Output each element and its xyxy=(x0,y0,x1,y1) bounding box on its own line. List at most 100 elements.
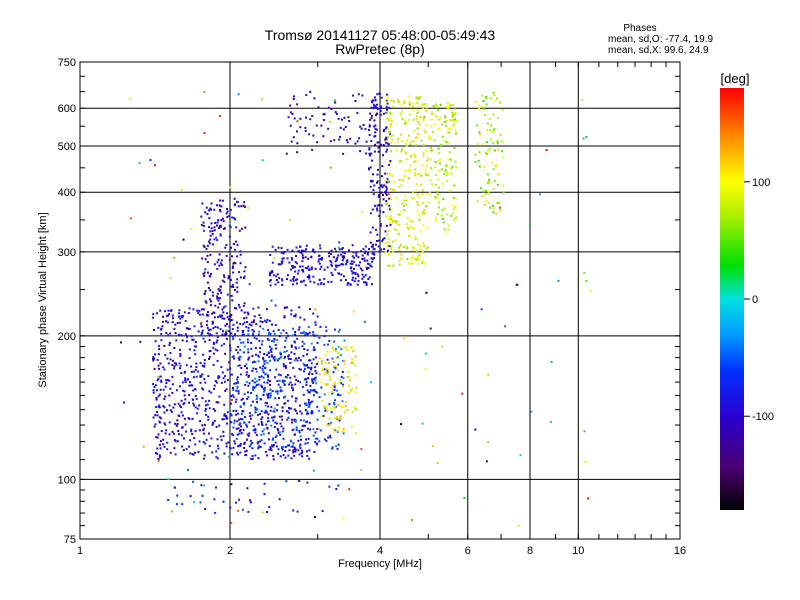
data-point xyxy=(181,445,184,448)
data-point xyxy=(161,325,164,328)
data-point xyxy=(295,419,297,422)
data-point xyxy=(309,359,312,362)
data-point xyxy=(435,216,438,219)
data-point xyxy=(267,394,269,397)
data-point xyxy=(230,319,233,321)
data-point xyxy=(581,98,584,101)
data-point xyxy=(428,137,431,140)
data-point xyxy=(158,404,161,407)
data-point xyxy=(269,279,272,281)
data-point xyxy=(162,438,165,441)
data-point xyxy=(317,409,320,412)
data-point xyxy=(223,413,226,416)
data-point xyxy=(340,279,343,282)
data-point xyxy=(213,208,216,211)
data-point xyxy=(210,222,213,225)
data-point xyxy=(211,322,214,325)
data-point xyxy=(492,113,495,116)
data-point xyxy=(236,385,239,388)
data-point xyxy=(338,248,341,251)
data-point xyxy=(152,391,155,394)
data-point xyxy=(196,407,199,410)
data-point xyxy=(257,457,260,460)
data-point xyxy=(160,440,162,443)
data-point xyxy=(382,194,384,196)
data-point xyxy=(411,245,413,248)
data-point xyxy=(319,247,322,250)
data-point xyxy=(347,116,350,119)
data-point xyxy=(248,283,251,286)
data-point xyxy=(293,454,296,457)
data-point xyxy=(402,179,405,182)
data-point xyxy=(378,250,381,253)
data-point xyxy=(410,140,413,143)
data-point xyxy=(404,194,407,197)
data-point xyxy=(280,262,283,265)
data-point xyxy=(218,204,221,207)
data-point xyxy=(404,174,407,177)
data-point xyxy=(340,348,343,351)
data-point xyxy=(301,449,304,452)
data-point xyxy=(329,260,332,262)
data-point xyxy=(218,424,221,427)
data-point xyxy=(269,369,272,372)
data-point xyxy=(417,133,420,136)
data-point xyxy=(437,178,440,181)
data-point xyxy=(293,433,296,436)
data-point xyxy=(346,376,349,378)
data-point xyxy=(179,353,182,355)
data-point xyxy=(291,265,294,267)
data-point xyxy=(485,460,488,463)
data-point xyxy=(394,228,397,231)
data-point xyxy=(307,406,310,408)
data-point xyxy=(230,414,233,417)
data-point xyxy=(270,405,273,408)
data-point xyxy=(278,498,281,501)
data-point xyxy=(304,333,307,336)
data-point xyxy=(282,427,285,430)
data-point xyxy=(216,438,219,441)
data-point xyxy=(446,180,449,183)
data-point xyxy=(296,103,299,106)
data-point xyxy=(232,271,235,274)
data-point xyxy=(360,250,362,253)
data-point xyxy=(263,390,265,393)
data-point xyxy=(351,255,354,258)
data-point xyxy=(350,346,353,348)
data-point xyxy=(398,179,401,181)
data-point xyxy=(383,248,386,251)
data-point xyxy=(233,419,236,422)
data-point xyxy=(338,328,341,331)
data-point xyxy=(216,336,219,339)
data-point xyxy=(337,117,340,120)
data-point xyxy=(204,290,207,293)
data-point xyxy=(340,382,343,385)
data-point xyxy=(215,381,218,384)
data-point xyxy=(251,369,254,372)
data-point xyxy=(190,384,193,387)
data-point xyxy=(354,272,357,275)
data-point xyxy=(411,519,413,522)
data-point xyxy=(414,156,417,159)
data-point xyxy=(280,356,283,359)
data-point xyxy=(589,290,592,293)
data-point xyxy=(354,277,357,280)
data-point xyxy=(158,454,161,457)
data-point xyxy=(179,317,182,320)
data-point xyxy=(327,392,330,395)
data-point xyxy=(311,400,314,403)
data-point xyxy=(306,389,309,392)
data-point xyxy=(390,141,393,144)
data-point xyxy=(235,382,238,385)
data-point xyxy=(246,367,248,370)
data-point xyxy=(444,164,447,167)
data-point xyxy=(246,397,249,400)
data-point xyxy=(142,445,145,448)
data-point xyxy=(342,385,344,388)
data-point xyxy=(310,368,312,371)
data-point xyxy=(272,357,275,360)
data-point xyxy=(233,204,236,207)
data-point xyxy=(362,275,365,278)
colorbar-tick-label: 0 xyxy=(752,294,758,306)
data-point xyxy=(301,345,304,348)
